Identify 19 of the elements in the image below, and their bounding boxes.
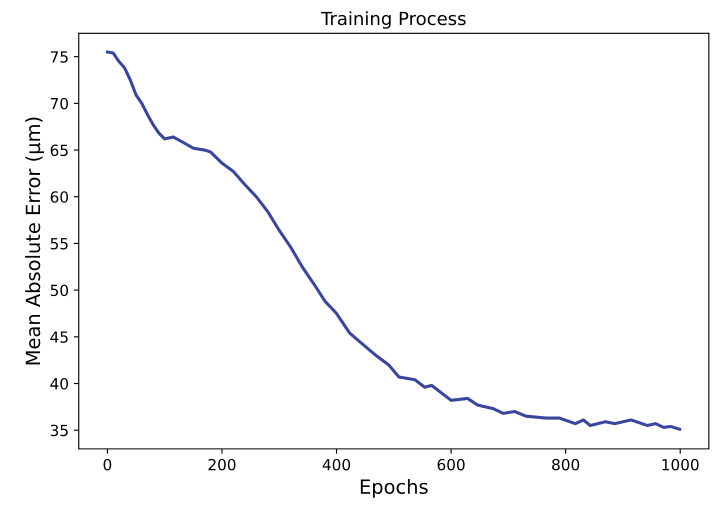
x-tick-label: 800: [552, 458, 580, 470]
y-tick-label: 70: [50, 98, 68, 110]
x-tick-label: 600: [438, 458, 465, 470]
y-tick-label: 50: [50, 284, 68, 296]
y-tick-label: 60: [50, 191, 68, 203]
y-tick-label: 40: [50, 378, 68, 390]
x-tick-label: 400: [322, 458, 350, 470]
x-tick-label: 0: [104, 458, 112, 470]
y-tick-label: 35: [50, 424, 68, 436]
x-axis-title: Epochs: [360, 478, 428, 498]
y-tick-label: 65: [50, 144, 68, 156]
x-tick-label: 200: [208, 458, 236, 470]
y-axis-title: Mean Absolute Error (μm): [25, 118, 44, 364]
line-series: [106, 50, 682, 431]
y-tick-label: 55: [50, 238, 68, 250]
y-tick-label: 45: [50, 331, 68, 343]
y-tick-label: 75: [50, 51, 68, 63]
chart-title: Training Process: [321, 11, 466, 29]
x-tick-label: 1000: [662, 458, 699, 470]
